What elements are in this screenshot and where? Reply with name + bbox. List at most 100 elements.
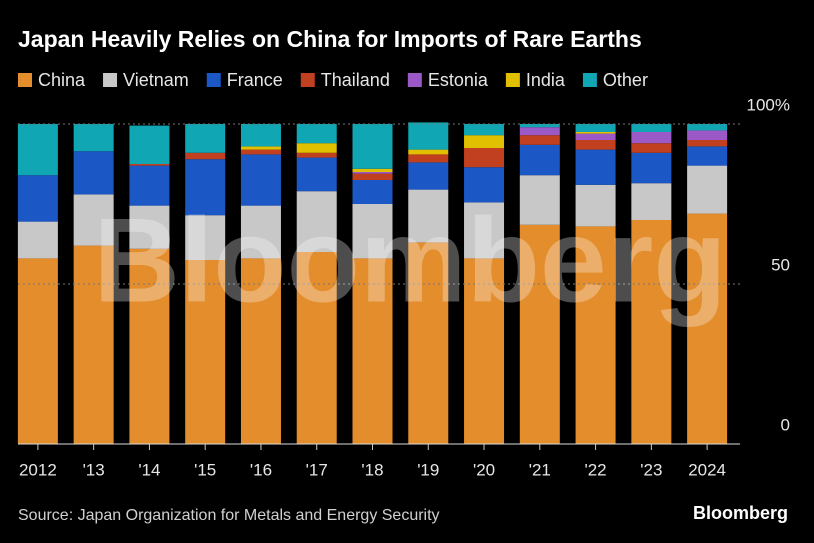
bar-segment: [352, 173, 393, 180]
brand: Bloomberg: [693, 503, 788, 523]
bar-segment: [17, 175, 58, 222]
bar-segment: [352, 172, 393, 174]
legend-swatch: [18, 73, 32, 87]
bar-segment: [185, 215, 226, 260]
bar-segment: [352, 124, 393, 169]
legend-swatch: [407, 73, 422, 87]
bar-segment: [129, 165, 170, 206]
bar-segment: [240, 258, 281, 444]
bar-segment: [575, 132, 616, 134]
x-tick-label: '19: [417, 460, 439, 479]
bar-segment: [408, 189, 449, 243]
bar-segment: [687, 130, 728, 140]
bar-segment: [464, 258, 505, 444]
bar-segment: [129, 248, 170, 444]
bar-segment: [240, 146, 281, 150]
bar-segment: [575, 124, 616, 132]
x-tick-label: '17: [306, 460, 328, 479]
bar-segment: [129, 164, 170, 166]
bar-segment: [17, 258, 58, 444]
bar-segment: [464, 135, 505, 148]
bar-segment: [631, 152, 672, 184]
bar-segment: [687, 124, 728, 131]
bar-segment: [296, 124, 337, 144]
bar-segment: [185, 159, 226, 216]
legend-label: Estonia: [428, 70, 489, 90]
bar-segment: [687, 146, 728, 166]
bar-segment: [296, 157, 337, 192]
bar-segment: [519, 124, 560, 128]
bar-segment: [464, 202, 505, 259]
bar-segment: [687, 165, 728, 214]
bar-segment: [185, 260, 226, 444]
bar-segment: [519, 224, 560, 444]
bar-segment: [73, 124, 114, 152]
bar-segment: [240, 154, 281, 206]
bar-segment: [185, 124, 226, 153]
bar-segment: [631, 132, 672, 144]
legend-swatch: [103, 73, 118, 87]
bar-segment: [631, 143, 672, 153]
bar-segment: [17, 124, 58, 176]
x-tick-label: '14: [138, 460, 160, 479]
x-tick-label: '16: [250, 460, 272, 479]
bar-segment: [408, 149, 449, 155]
bar-segment: [240, 124, 281, 147]
bar-segment: [464, 124, 505, 136]
bar-segment: [631, 220, 672, 444]
y-tick-label: 50: [771, 255, 790, 274]
x-tick-label: '13: [83, 460, 105, 479]
bar-segment: [352, 258, 393, 444]
bar-segment: [575, 226, 616, 444]
bar-segment: [296, 191, 337, 252]
bar-segment: [687, 140, 728, 147]
bar-segment: [575, 133, 616, 140]
bar-segment: [352, 180, 393, 204]
bar-segment: [185, 152, 226, 160]
bar-segment: [575, 149, 616, 185]
y-tick-label: 0: [781, 415, 790, 434]
bar-segment: [575, 184, 616, 227]
bar-segment: [631, 183, 672, 220]
bar-segment: [408, 154, 449, 163]
bar-segment: [73, 194, 114, 246]
bar-segment: [296, 143, 337, 153]
bar-segment: [464, 148, 505, 168]
legend-label: France: [227, 70, 283, 90]
x-tick-label: '18: [361, 460, 383, 479]
bar-segment: [687, 213, 728, 444]
bar-segment: [519, 144, 560, 176]
legend-label: Vietnam: [123, 70, 189, 90]
x-tick-label: '22: [584, 460, 606, 479]
x-tick-label: 2012: [19, 460, 57, 479]
bar-segment: [408, 122, 449, 150]
legend-swatch: [300, 73, 315, 87]
x-tick-label: 2024: [688, 460, 726, 479]
legend-label: Thailand: [321, 70, 390, 90]
legend-swatch: [206, 73, 221, 87]
bar-segment: [408, 162, 449, 190]
x-tick-label: '23: [640, 460, 662, 479]
bar-segment: [73, 245, 114, 444]
x-tick-label: '21: [529, 460, 551, 479]
bar-segment: [631, 124, 672, 132]
legend-label: Other: [603, 70, 648, 90]
legend-swatch: [582, 73, 597, 87]
bar-segment: [352, 204, 393, 259]
bar-segment: [519, 175, 560, 225]
bar-segment: [352, 168, 393, 172]
source: Source: Japan Organization for Metals an…: [18, 507, 440, 524]
bar-segment: [129, 205, 170, 249]
bar-segment: [240, 149, 281, 155]
x-tick-label: '20: [473, 460, 495, 479]
bar-segment: [408, 242, 449, 444]
bar-segment: [464, 167, 505, 203]
watermark: Bloomberg: [93, 194, 726, 328]
legend-label: India: [526, 70, 566, 90]
x-tick-label: '15: [194, 460, 216, 479]
bar-segment: [296, 152, 337, 158]
legend-label: China: [38, 70, 86, 90]
bar-segment: [575, 140, 616, 150]
bar-segment: [73, 151, 114, 195]
